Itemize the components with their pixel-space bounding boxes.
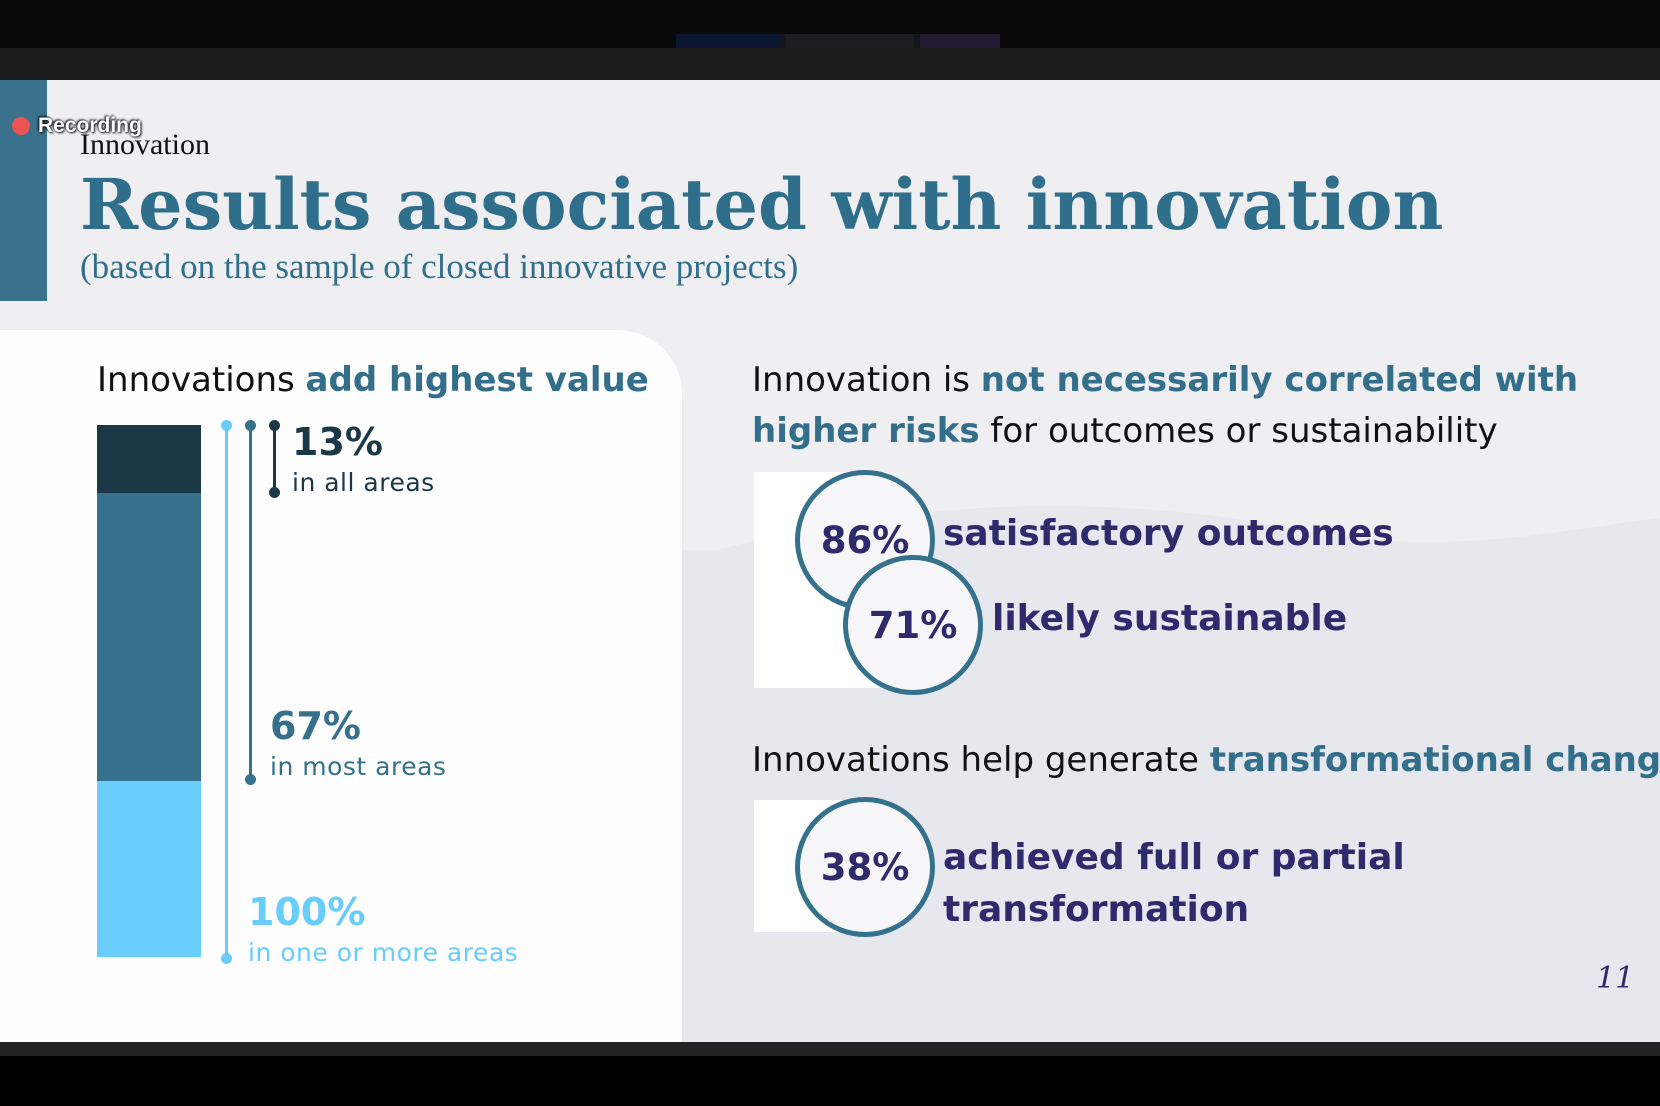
bracket-dot (245, 420, 256, 431)
stat-circle-sustainable: 71% (843, 555, 983, 695)
bar-segment-one-or-more (97, 781, 201, 957)
stat-label-transform: achieved full or partial transformation (943, 832, 1405, 936)
stat-label-sustainable: likely sustainable (992, 598, 1348, 639)
bracket-one-or-more (225, 426, 228, 958)
bracket-dot (221, 953, 232, 964)
section-label: Innovation (80, 128, 210, 161)
stat-label-outcomes: satisfactory outcomes (943, 513, 1394, 554)
risk-heading-plain-2: for outcomes or sustainability (990, 411, 1498, 451)
desc-one-or-more: in one or more areas (248, 938, 519, 967)
record-icon (12, 117, 30, 135)
left-heading: Innovations add highest value (97, 355, 649, 406)
page-number: 11 (1596, 961, 1635, 996)
risk-heading-plain: Innovation is (752, 360, 970, 400)
desc-most-areas: in most areas (270, 752, 447, 781)
pct-one-or-more: 100% (248, 890, 366, 934)
accent-bar (0, 80, 47, 301)
bracket-all (273, 426, 276, 492)
bracket-most (249, 426, 252, 779)
recording-label: Recording (38, 114, 142, 137)
toolbar-strip (0, 48, 1660, 80)
transform-heading-highlight: transformational change (1209, 740, 1660, 780)
recording-indicator: Recording (12, 114, 142, 138)
stat-label-transform-line2: transformation (943, 889, 1250, 931)
slide-title: Results associated with innovation (80, 163, 1444, 246)
bar-segment-most (97, 493, 201, 781)
bracket-dot (221, 420, 232, 431)
slide-subtitle: (based on the sample of closed innovativ… (80, 247, 799, 286)
transform-heading-plain: Innovations help generate (752, 740, 1199, 780)
risk-heading-highlight-2: higher risks (752, 411, 980, 451)
left-heading-highlight: add highest value (305, 360, 649, 400)
shared-slide: Innovation Results associated with innov… (0, 80, 1660, 1042)
bracket-dot (245, 774, 256, 785)
bracket-dot (269, 420, 280, 431)
pct-most-areas: 67% (270, 704, 361, 748)
stat-circle-transform: 38% (795, 797, 935, 937)
risk-heading-highlight: not necessarily correlated with (980, 360, 1579, 400)
pct-all-areas: 13% (292, 420, 383, 464)
stat-label-transform-line1: achieved full or partial (943, 837, 1405, 878)
desc-all-areas: in all areas (292, 468, 435, 497)
risk-heading: Innovation is not necessarily correlated… (752, 355, 1578, 457)
transform-heading: Innovations help generate transformation… (752, 735, 1660, 786)
left-heading-plain: Innovations (97, 360, 295, 400)
bracket-dot (269, 487, 280, 498)
bar-segment-all (97, 425, 201, 493)
meeting-toolbar-edge[interactable] (0, 1042, 1660, 1056)
